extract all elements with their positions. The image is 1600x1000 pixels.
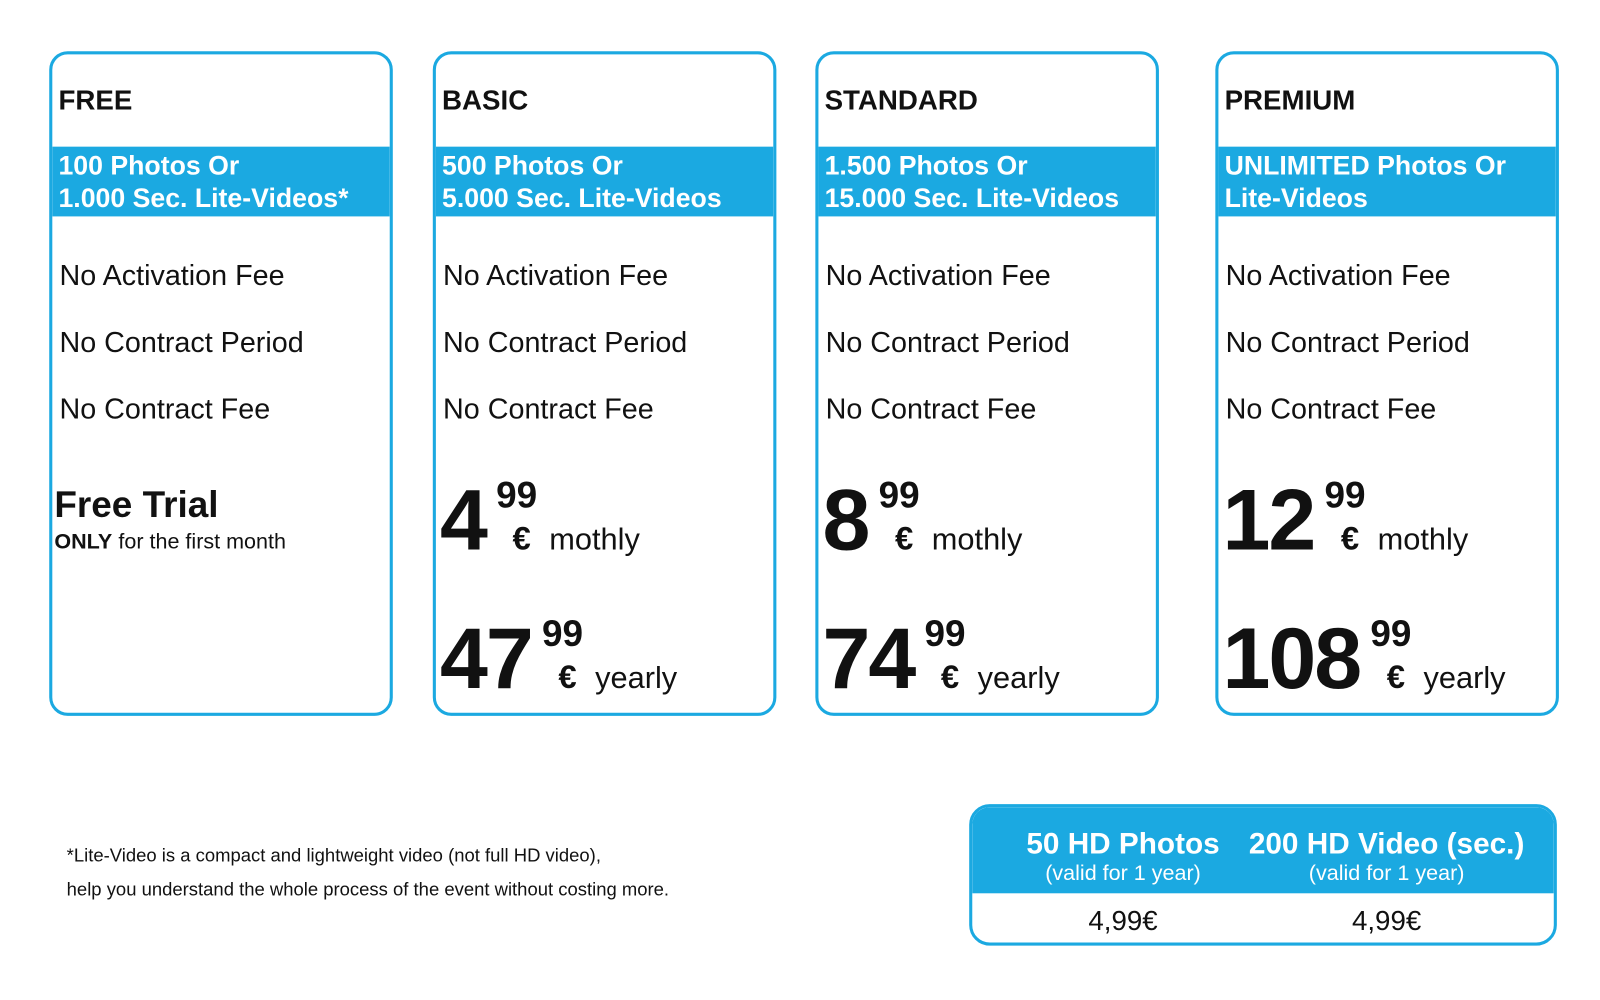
feature: No Contract Period xyxy=(1225,326,1470,358)
addon-column: 200 HD Video (sec.) (valid for 1 year) xyxy=(1243,807,1530,886)
addon-price: 4,99€ xyxy=(1088,905,1158,937)
addon-box: 50 HD Photos (valid for 1 year) 4,99€ 200 H… xyxy=(969,804,1557,946)
quota-band: 100 Photos Or 1.000 Sec. Lite-Videos* xyxy=(52,146,390,217)
quota-line: 1.500 Photos Or xyxy=(824,149,1028,181)
price-unit: € mothly xyxy=(513,520,640,558)
price-unit: € yearly xyxy=(941,658,1060,696)
quota-line: 500 Photos Or xyxy=(442,149,623,181)
feature: No Contract Fee xyxy=(59,392,271,425)
feature: No Contract Period xyxy=(825,326,1070,358)
feature: No Contract Period xyxy=(59,326,304,358)
plan-card: STANDARD 1.500 Photos Or 15.000 Sec. Lite-… xyxy=(815,51,1159,716)
price-cents: 99 xyxy=(496,473,538,516)
feature: No Activation Fee xyxy=(59,259,285,292)
quota-line: 15.000 Sec. Lite-Videos xyxy=(824,182,1120,214)
period: yearly xyxy=(977,661,1060,696)
price-cents: 99 xyxy=(1370,612,1412,655)
feature: No Activation Fee xyxy=(443,259,669,292)
price-main: 8 xyxy=(822,471,871,569)
price: 8 99 € mothly xyxy=(822,471,1023,569)
price-main: 47 xyxy=(439,610,534,707)
currency: € xyxy=(1386,658,1406,696)
currency: € xyxy=(512,519,531,557)
price-unit: € yearly xyxy=(558,658,677,696)
period: mothly xyxy=(931,523,1023,557)
period: mothly xyxy=(1377,523,1469,557)
price: 108 99 € yearly xyxy=(1222,610,1506,707)
price: 47 99 € yearly xyxy=(439,610,677,707)
price-detail: 99 € mothly xyxy=(878,473,1023,558)
price-main: 108 xyxy=(1222,610,1363,707)
plan-card: BASIC 500 Photos Or 5.000 Sec. Lite-Videos… xyxy=(432,51,777,716)
plan-card: FREE 100 Photos Or 1.000 Sec. Lite-Videos*… xyxy=(49,51,393,716)
addon-column: 50 HD Photos (valid for 1 year) xyxy=(979,807,1266,886)
price: 12 99 € mothly xyxy=(1222,471,1469,569)
plan-name: FREE xyxy=(58,85,133,116)
feature: No Contract Period xyxy=(443,326,688,358)
plan-card: PREMIUM UNLIMITED Photos Or Lite-Videos No … xyxy=(1215,51,1559,716)
trial-note: ONLY for the first month xyxy=(54,530,286,555)
price-main: 12 xyxy=(1222,471,1317,569)
price: 4 99 € mothly xyxy=(439,471,640,569)
currency: € xyxy=(558,658,577,696)
price-main: 74 xyxy=(822,610,917,707)
footnote: help you understand the whole process of… xyxy=(66,878,670,900)
price-cents: 99 xyxy=(1324,473,1366,516)
plan-name: STANDARD xyxy=(824,85,978,116)
price-unit: € yearly xyxy=(1387,658,1506,696)
price-cents: 99 xyxy=(878,473,920,516)
feature: No Activation Fee xyxy=(1225,259,1451,292)
price-unit: € mothly xyxy=(895,520,1022,558)
addon-price: 4,99€ xyxy=(1351,905,1422,937)
period: yearly xyxy=(1423,661,1506,696)
footnote: *Lite-Video is a compact and lightweight… xyxy=(66,845,601,866)
price: 74 99 € yearly xyxy=(822,610,1060,707)
addon-title: 200 HD Video (sec.) xyxy=(1248,827,1525,861)
trial-title: Free Trial xyxy=(54,483,219,526)
price-cents: 99 xyxy=(924,612,966,655)
price-main: 4 xyxy=(439,471,488,569)
quota-band: 1.500 Photos Or 15.000 Sec. Lite-Videos xyxy=(818,146,1156,217)
quota-line: UNLIMITED Photos Or xyxy=(1224,149,1507,181)
price-unit: € mothly xyxy=(1341,520,1468,558)
period: yearly xyxy=(595,661,678,696)
feature: No Contract Fee xyxy=(825,392,1037,425)
trial-emphasis: ONLY xyxy=(54,530,113,554)
price-detail: 99 € yearly xyxy=(925,613,1060,696)
currency: € xyxy=(895,519,914,557)
addon-note: (valid for 1 year) xyxy=(1045,861,1201,886)
price-cents: 99 xyxy=(541,612,584,655)
addon-title: 50 HD Photos xyxy=(1026,827,1220,861)
period: mothly xyxy=(549,523,640,557)
addon-note: (valid for 1 year) xyxy=(1308,861,1465,886)
quota-line: 100 Photos Or xyxy=(58,149,240,181)
plan-name: PREMIUM xyxy=(1224,85,1356,116)
addon-header xyxy=(972,807,1554,894)
feature: No Contract Fee xyxy=(1225,392,1437,425)
quota-line: 1.000 Sec. Lite-Videos* xyxy=(58,182,349,214)
quota-line: 5.000 Sec. Lite-Videos xyxy=(442,182,722,214)
plan-name: BASIC xyxy=(442,85,529,116)
price-detail: 99 € yearly xyxy=(542,613,677,696)
price-detail: 99 € mothly xyxy=(1324,473,1468,558)
quota-band: 500 Photos Or 5.000 Sec. Lite-Videos xyxy=(435,146,774,217)
currency: € xyxy=(1340,519,1360,557)
price-detail: 99 € mothly xyxy=(496,473,640,558)
feature: No Activation Fee xyxy=(825,259,1051,292)
quota-line: Lite-Videos xyxy=(1224,182,1368,214)
quota-band: UNLIMITED Photos Or Lite-Videos xyxy=(1218,146,1556,217)
trial-text: for the first month xyxy=(118,530,286,554)
feature: No Contract Fee xyxy=(443,392,654,425)
price-detail: 99 € yearly xyxy=(1370,613,1505,696)
currency: € xyxy=(940,658,960,696)
